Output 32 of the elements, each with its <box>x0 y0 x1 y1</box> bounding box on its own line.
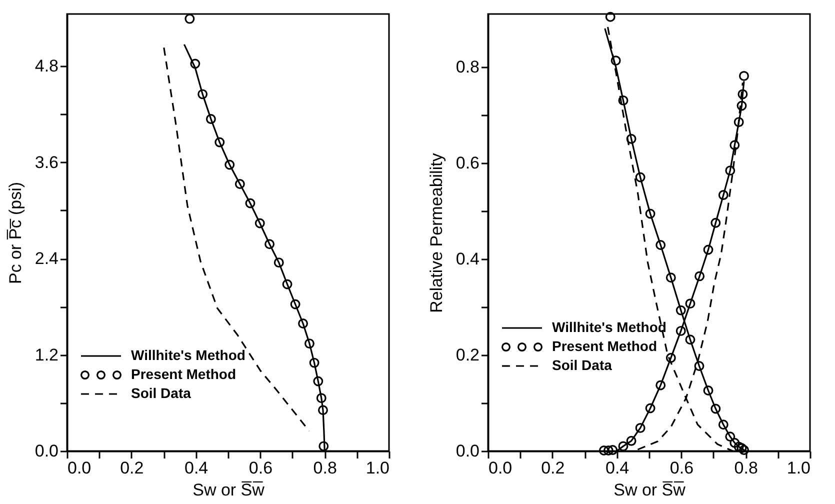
legend-label: Soil Data <box>552 357 612 373</box>
y-tick-label: 3.6 <box>34 152 58 172</box>
x-axis-title: Sw or S̅w̅ <box>192 480 266 500</box>
y-tick-label: 0.2 <box>456 345 480 364</box>
legend-label: Present Method <box>552 338 658 354</box>
x-axis-title: Sw or S̅w̅ <box>614 480 686 500</box>
legend-label: Willhite's Method <box>131 347 246 363</box>
x-tick-label: 0.8 <box>313 458 337 478</box>
y-tick-label: 0.8 <box>456 57 480 76</box>
x-tick-label: 0.2 <box>541 458 565 478</box>
legend-label: Soil Data <box>131 385 192 401</box>
y-tick-label: 1.2 <box>34 345 58 364</box>
x-tick-label: 0.8 <box>734 458 758 478</box>
y-tick-label: 0.4 <box>456 249 480 268</box>
y-axis-title: Pc or P̅c̅ (psi) <box>6 182 25 284</box>
x-tick-label: 0.2 <box>120 458 144 478</box>
y-tick-label: 0.0 <box>456 442 480 460</box>
y-tick-label: 2.4 <box>34 249 58 268</box>
x-tick-label: 1.0 <box>786 458 810 478</box>
x-tick-label: 0.6 <box>248 458 273 478</box>
x-tick-label: 0.0 <box>68 458 92 478</box>
legend-label: Willhite's Method <box>552 319 666 335</box>
y-tick-label: 0.0 <box>34 442 58 460</box>
legend-label: Present Method <box>131 366 236 382</box>
x-tick-label: 0.4 <box>605 458 630 478</box>
y-tick-label: 0.6 <box>456 153 480 172</box>
y-axis-title: Relative Permeability <box>426 152 446 313</box>
x-tick-label: 0.6 <box>670 458 694 478</box>
x-tick-label: 0.4 <box>184 458 208 478</box>
y-tick-label: 4.8 <box>34 56 58 76</box>
x-tick-label: 0.0 <box>488 458 512 478</box>
x-tick-label: 1.0 <box>366 458 390 478</box>
